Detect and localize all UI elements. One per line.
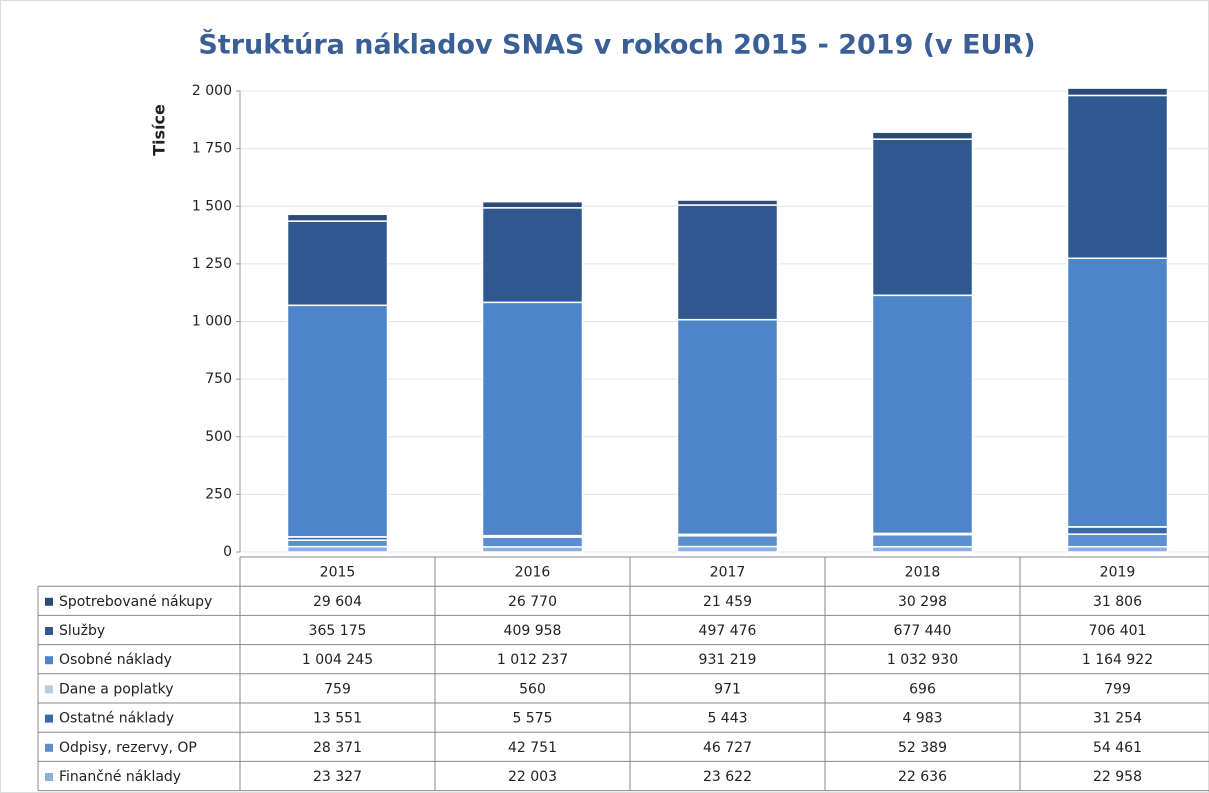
y-tick-label: 1 500: [192, 198, 232, 214]
x-tick-label: 2017: [710, 565, 746, 581]
bar-segment: [286, 304, 389, 538]
bar-segment: [1066, 533, 1169, 548]
y-tick-label: 500: [205, 429, 232, 445]
legend-label: Finančné náklady: [59, 769, 181, 785]
table-cell: 409 958: [504, 623, 562, 639]
table-cell: 1 032 930: [887, 652, 958, 668]
bar-segment: [676, 545, 779, 553]
table-cell: 23 327: [313, 769, 362, 785]
table-cell: 23 622: [703, 769, 752, 785]
bar-segment: [871, 138, 974, 297]
table-cell: 696: [909, 681, 936, 697]
table-cell: 22 636: [898, 769, 947, 785]
legend-key: [45, 656, 53, 665]
table-cell: 28 371: [313, 740, 362, 756]
table-cell: 46 727: [703, 740, 752, 756]
bar-segment: [676, 199, 779, 206]
bar-segment: [481, 200, 584, 209]
table-cell: 971: [714, 681, 741, 697]
table-cell: 706 401: [1089, 623, 1147, 639]
legend-label: Spotrebované nákupy: [59, 594, 212, 610]
bar-segment: [481, 536, 584, 548]
legend-key: [45, 743, 53, 752]
bar-segment: [481, 301, 584, 537]
table-cell: 21 459: [703, 594, 752, 610]
legend-label: Ostatné náklady: [59, 711, 174, 727]
table-cell: 4 983: [902, 711, 942, 727]
bar-segment: [1066, 545, 1169, 553]
table-cell: 30 298: [898, 594, 947, 610]
bar-segment: [286, 545, 389, 553]
bar-segment: [676, 204, 779, 321]
legend-key: [45, 597, 53, 606]
chart-title: Štruktúra nákladov SNAS v rokoch 2015 - …: [198, 29, 1035, 61]
y-tick-label: 2 000: [192, 83, 232, 99]
legend-key: [45, 773, 53, 781]
table-cell: 13 551: [313, 711, 362, 727]
x-tick-label: 2015: [320, 565, 356, 581]
table-cell: 1 012 237: [497, 652, 568, 668]
table-cell: 54 461: [1093, 740, 1142, 756]
legend-label: Služby: [59, 623, 105, 639]
table-cell: 31 806: [1093, 594, 1142, 610]
table-cell: 365 175: [309, 623, 367, 639]
table-cell: 931 219: [699, 652, 757, 668]
bar-segment: [676, 535, 779, 548]
legend-label: Odpisy, rezervy, OP: [59, 740, 197, 756]
bar-segment: [1066, 257, 1169, 528]
y-tick-label: 750: [205, 371, 232, 387]
table-cell: 497 476: [699, 623, 757, 639]
y-axis-label: Tisíce: [150, 104, 169, 156]
table-cell: 5 575: [512, 711, 552, 727]
table-cell: 677 440: [894, 623, 952, 639]
table-cell: 799: [1104, 681, 1131, 697]
table-cell: 26 770: [508, 594, 557, 610]
y-tick-label: 250: [205, 486, 232, 502]
table-cell: 29 604: [313, 594, 362, 610]
table-cell: 22 003: [508, 769, 557, 785]
y-tick-label: 1 000: [192, 314, 232, 330]
table-cell: 1 164 922: [1082, 652, 1153, 668]
table-cell: 1 004 245: [302, 652, 373, 668]
bar-segment: [871, 546, 974, 553]
x-tick-label: 2016: [515, 565, 551, 581]
bar-segment: [1066, 94, 1169, 260]
legend-key: [45, 685, 53, 694]
bar-segment: [1066, 526, 1169, 535]
table-cell: 759: [324, 681, 351, 697]
y-tick-label: 1 250: [192, 256, 232, 272]
x-tick-label: 2018: [905, 565, 941, 581]
y-tick-label: 1 750: [192, 141, 232, 157]
legend-key: [45, 714, 53, 723]
legend-key: [45, 627, 53, 635]
table-cell: 560: [519, 681, 546, 697]
bar-segment: [481, 207, 584, 304]
bar-segment: [286, 220, 389, 307]
table-cell: 31 254: [1093, 711, 1142, 727]
bar-segment: [481, 546, 584, 553]
y-tick-label: 0: [223, 544, 232, 560]
bar-segment: [676, 318, 779, 536]
bar-segment: [871, 533, 974, 548]
table-cell: 5 443: [707, 711, 747, 727]
bar-segment: [286, 213, 389, 222]
table-cell: 22 958: [1093, 769, 1142, 785]
bar-segment: [871, 131, 974, 140]
bar-segment: [871, 294, 974, 535]
legend-label: Dane a poplatky: [59, 681, 174, 697]
bar-segment: [1066, 87, 1169, 97]
legend-label: Osobné náklady: [59, 652, 172, 668]
table-cell: 52 389: [898, 740, 947, 756]
table-cell: 42 751: [508, 740, 557, 756]
bar-segment: [286, 539, 389, 548]
x-tick-label: 2019: [1100, 565, 1136, 581]
